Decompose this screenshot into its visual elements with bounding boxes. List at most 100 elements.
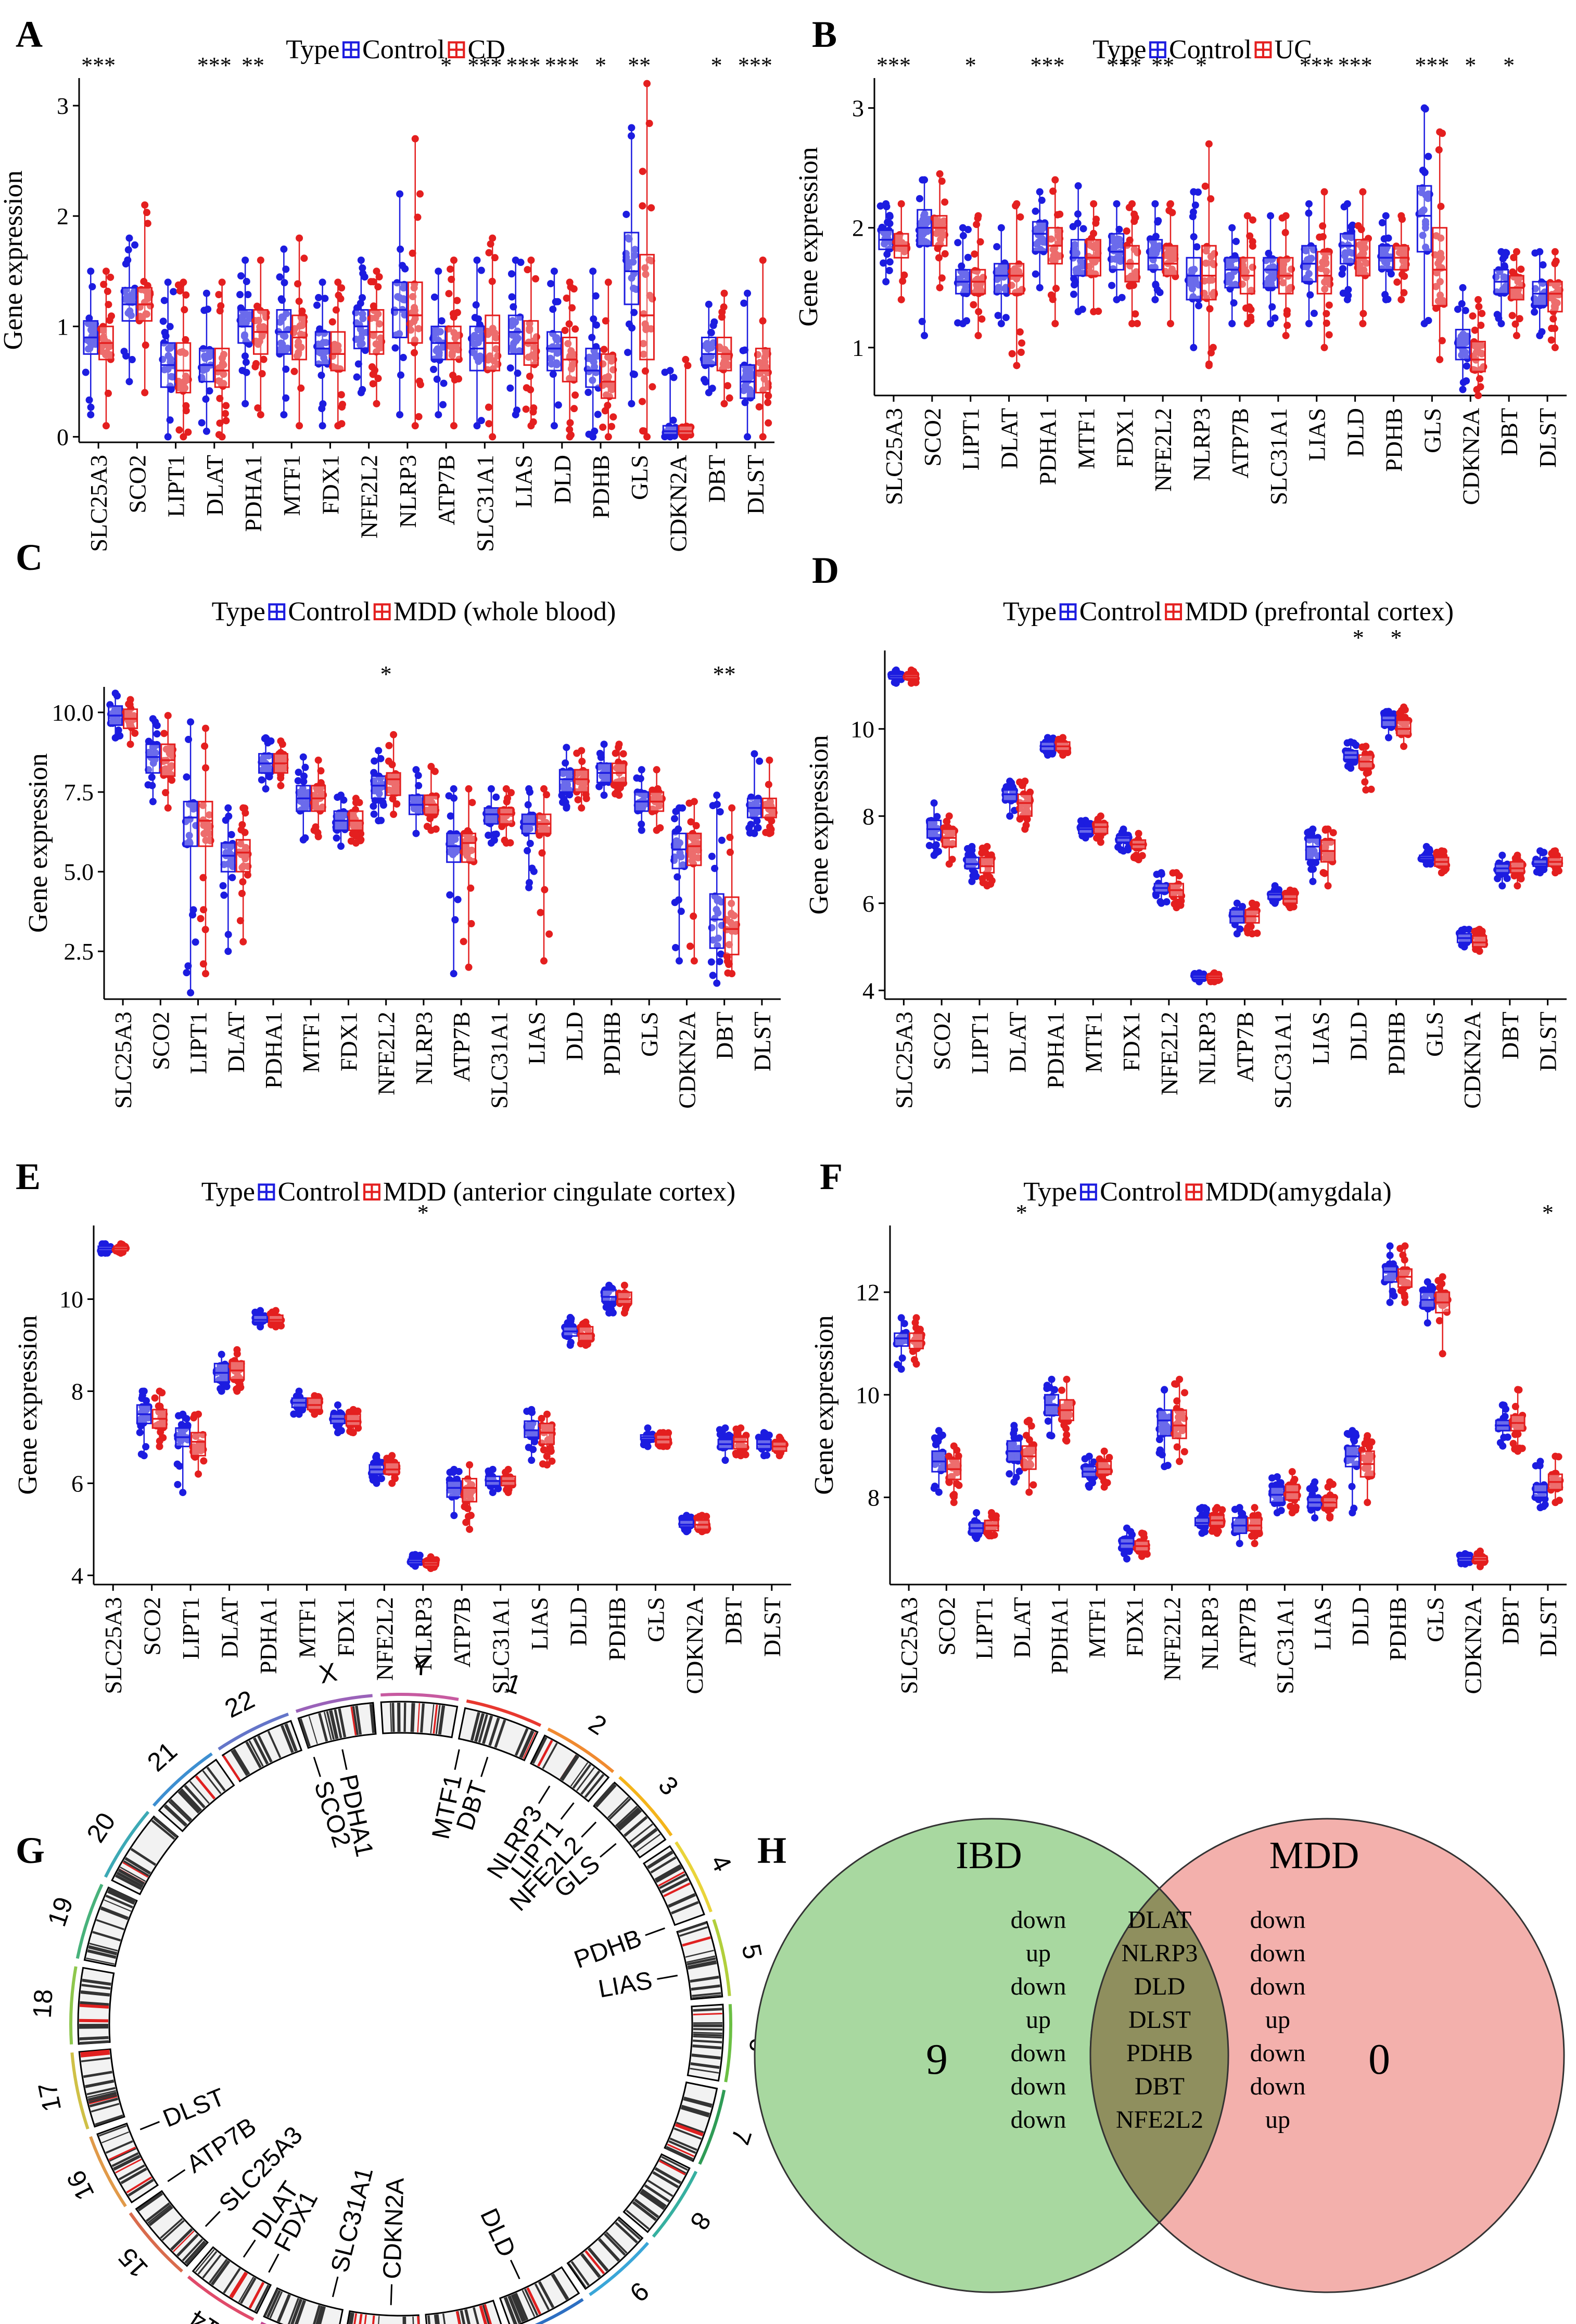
box-control bbox=[353, 309, 369, 350]
data-point bbox=[916, 195, 923, 202]
box-control bbox=[585, 348, 601, 388]
y-tick-label: 10 bbox=[59, 1286, 83, 1313]
x-tick-label-nlrp3: NLRP3 bbox=[395, 455, 421, 528]
y-tick-label: 10 bbox=[850, 716, 874, 743]
data-point bbox=[438, 317, 446, 325]
data-point bbox=[315, 329, 323, 337]
data-point bbox=[1008, 350, 1016, 357]
box-disease bbox=[386, 772, 401, 796]
data-point bbox=[238, 821, 246, 828]
box-control bbox=[371, 775, 386, 799]
data-point bbox=[708, 852, 716, 860]
significance-marker: * bbox=[711, 53, 722, 78]
box-disease bbox=[616, 1291, 632, 1305]
data-point bbox=[276, 273, 284, 281]
legend-disease-label: UC bbox=[1275, 35, 1312, 65]
data-point bbox=[391, 344, 399, 352]
data-point bbox=[297, 384, 305, 392]
x-tick-label-fdx1: FDX1 bbox=[1118, 1012, 1145, 1071]
y-tick-label: 6 bbox=[71, 1470, 83, 1497]
box-disease bbox=[235, 839, 251, 873]
data-point bbox=[1325, 301, 1333, 309]
data-point bbox=[594, 411, 602, 418]
x-tick-label-mtf1: MTF1 bbox=[298, 1012, 324, 1073]
x-tick-label-atp7b: ATP7B bbox=[448, 1012, 475, 1082]
box-disease bbox=[1396, 719, 1412, 736]
data-point bbox=[563, 295, 570, 302]
x-tick-label-dlat: DLAT bbox=[201, 455, 228, 516]
x-tick-label-sco2: SCO2 bbox=[919, 408, 946, 466]
box-disease bbox=[462, 1478, 478, 1503]
data-point bbox=[917, 220, 924, 227]
legend-disease-label: CD bbox=[468, 35, 505, 65]
y-axis-label: Gene expression bbox=[13, 1315, 43, 1495]
data-point bbox=[925, 841, 933, 849]
x-tick-label-dbt: DBT bbox=[1497, 1012, 1523, 1059]
data-point bbox=[451, 916, 459, 924]
data-point bbox=[726, 848, 734, 856]
data-point bbox=[747, 388, 755, 396]
data-point bbox=[1016, 213, 1024, 221]
data-point bbox=[415, 325, 423, 333]
data-point bbox=[546, 354, 554, 362]
data-point bbox=[710, 318, 718, 326]
data-point bbox=[222, 402, 230, 410]
box-disease bbox=[175, 342, 192, 394]
data-point bbox=[183, 969, 190, 977]
data-point bbox=[315, 293, 323, 301]
box-disease bbox=[932, 215, 948, 247]
x-tick-label-gls: GLS bbox=[1419, 408, 1445, 453]
data-point bbox=[1032, 207, 1039, 215]
data-point bbox=[716, 808, 724, 815]
data-point bbox=[524, 266, 531, 274]
data-point bbox=[1016, 328, 1024, 336]
legend-control-key-icon: ⊞ bbox=[339, 35, 362, 65]
data-point bbox=[192, 938, 199, 946]
legend-title: Type⊞Control⊞UC bbox=[1092, 35, 1312, 65]
data-point bbox=[322, 339, 330, 347]
x-tick-label-sco2: SCO2 bbox=[124, 455, 150, 513]
x-tick-label-lias: LIAS bbox=[1304, 408, 1330, 461]
x-tick-label-dlat: DLAT bbox=[1005, 1012, 1031, 1073]
box-disease bbox=[979, 857, 995, 874]
data-point bbox=[148, 782, 156, 789]
data-point bbox=[179, 348, 186, 355]
data-point bbox=[1032, 270, 1039, 278]
data-point bbox=[1123, 227, 1130, 235]
data-point bbox=[1201, 182, 1209, 190]
data-point bbox=[138, 314, 146, 322]
box-control bbox=[1455, 328, 1471, 361]
box-control bbox=[624, 232, 640, 305]
data-point bbox=[899, 277, 907, 285]
data-point bbox=[357, 341, 364, 349]
data-point bbox=[241, 828, 249, 836]
data-point bbox=[718, 836, 726, 844]
data-point bbox=[1475, 303, 1483, 311]
data-point bbox=[182, 402, 190, 410]
data-point bbox=[160, 730, 168, 737]
data-point bbox=[435, 349, 443, 356]
data-point bbox=[509, 344, 517, 352]
data-point bbox=[941, 250, 949, 258]
legend-type-label: Type bbox=[212, 597, 265, 627]
data-point bbox=[588, 334, 596, 341]
legend-disease-key-icon: ⊞ bbox=[1162, 597, 1185, 627]
significance-marker: *** bbox=[81, 53, 116, 78]
data-point bbox=[1017, 349, 1025, 356]
box-control bbox=[484, 807, 499, 825]
data-point bbox=[1435, 146, 1443, 154]
y-tick-label: 10.0 bbox=[52, 699, 94, 726]
data-point bbox=[640, 340, 647, 348]
data-point bbox=[361, 273, 368, 281]
x-tick-label-slc25a3: SLC25A3 bbox=[110, 1012, 136, 1109]
data-point bbox=[153, 730, 161, 738]
x-tick-label-dld: DLD bbox=[561, 1012, 588, 1061]
data-point bbox=[197, 915, 205, 923]
data-point bbox=[385, 757, 392, 765]
data-point bbox=[670, 374, 678, 381]
data-point bbox=[553, 361, 561, 368]
data-point bbox=[541, 886, 549, 893]
data-point bbox=[1306, 291, 1314, 299]
data-point bbox=[359, 294, 366, 302]
